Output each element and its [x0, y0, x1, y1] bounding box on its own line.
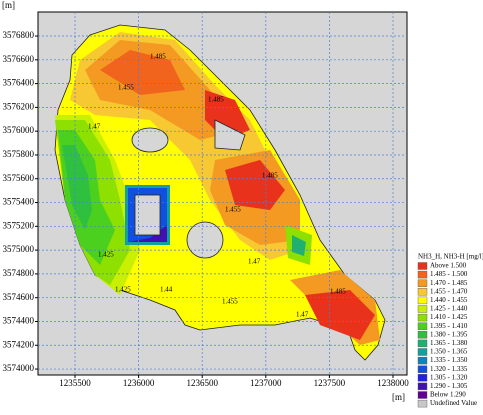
y-tick-label: 3576200	[3, 101, 35, 111]
hole	[186, 221, 224, 259]
contour-label: 1.47	[248, 258, 261, 266]
legend-label: 1.320 - 1.335	[430, 365, 468, 373]
x-tick-label: 1236500	[186, 378, 218, 388]
legend-swatch	[417, 348, 428, 356]
legend-label: 1.380 - 1.395	[430, 330, 468, 338]
legend-swatch	[417, 391, 428, 399]
y-tick-label: 3576800	[3, 30, 35, 40]
legend-label: 1.410 - 1.425	[430, 313, 468, 321]
x-axis-unit: [m]	[392, 392, 405, 402]
legend-title: NH3_H, NH3-H [mg/l]	[418, 253, 483, 261]
zone	[305, 290, 375, 340]
contour-label: 1.455	[222, 298, 238, 306]
y-tick-label: 3576600	[3, 54, 35, 64]
contour-label: 1.455	[225, 206, 241, 214]
zone	[128, 225, 167, 242]
hole	[134, 194, 161, 236]
legend-label: 1.395 - 1.410	[430, 322, 468, 330]
hole	[214, 119, 246, 151]
legend-swatch	[417, 270, 428, 279]
legend-swatch	[417, 374, 428, 382]
legend-swatch	[417, 399, 428, 408]
y-tick-label: 3575000	[3, 244, 35, 254]
legend-label: 1.425 - 1.440	[430, 305, 468, 313]
legend-swatch	[417, 296, 428, 305]
y-tick-label: 3575600	[3, 173, 35, 183]
legend-swatch	[417, 356, 428, 365]
legend-label: 1.440 - 1.455	[430, 296, 468, 304]
y-tick-label: 3575800	[3, 149, 35, 159]
y-axis-unit: [m]	[2, 0, 15, 10]
legend-label: 1.365 - 1.380	[430, 339, 468, 347]
contour-label: 1.455	[118, 84, 134, 92]
y-tick-label: 3574000	[3, 363, 35, 373]
x-tick-label: 1237500	[314, 378, 346, 388]
contour-label: 1.47	[88, 123, 101, 131]
legend-swatch	[417, 331, 428, 339]
contour-label: 1.485	[208, 96, 224, 104]
x-tick-label: 1238000	[377, 378, 409, 388]
contour-label: 1.485	[150, 53, 166, 61]
legend-label: 1.305 - 1.320	[430, 373, 468, 381]
contour-labels: 1.485 1.455 1.47 1.485 1.485 1.455 1.425…	[88, 53, 346, 319]
y-tick-label: 3574400	[3, 316, 35, 326]
y-tick-label: 3574200	[3, 339, 35, 349]
legend-swatch	[417, 322, 428, 330]
y-tick-label: 3575200	[3, 220, 35, 230]
zone	[292, 235, 306, 256]
contour-label: 1.425	[98, 251, 114, 259]
x-tick-label: 1236000	[123, 378, 155, 388]
legend-label: 1.455 - 1.470	[430, 287, 468, 295]
legend-label: 1.350 - 1.365	[430, 348, 468, 356]
y-tick-label: 3576000	[3, 125, 35, 135]
zone	[62, 145, 92, 230]
contour-label: 1.44	[160, 286, 173, 294]
legend-label: Undefined Value	[430, 399, 477, 407]
zone	[225, 160, 285, 210]
legend-swatch	[417, 365, 428, 373]
legend-swatch	[417, 382, 428, 391]
legend-label: 1.290 - 1.305	[430, 382, 468, 390]
contour-label: 1.485	[330, 288, 346, 296]
legend-swatch	[417, 279, 428, 287]
hole	[131, 127, 169, 153]
y-tick-label: 3576400	[3, 78, 35, 88]
legend-swatch	[417, 305, 428, 313]
grid	[38, 12, 407, 375]
y-tick-label: 3574600	[3, 292, 35, 302]
legend-label: Above 1.500	[430, 262, 467, 270]
legend-swatch	[417, 313, 428, 322]
x-tick-label: 1235500	[59, 378, 91, 388]
contour-label: 1.485	[262, 172, 278, 180]
contour-label: 1.425	[115, 286, 131, 294]
legend-label: Below 1.290	[430, 391, 466, 399]
legend-swatch	[417, 339, 428, 348]
legend-label: 1.335 - 1.350	[430, 356, 468, 364]
legend-label: 1.485 - 1.500	[430, 270, 468, 278]
contour-label: 1.47	[296, 311, 309, 319]
legend-swatch	[417, 262, 428, 270]
legend-swatch	[417, 288, 428, 296]
y-tick-label: 3574800	[3, 268, 35, 278]
x-tick-label: 1237000	[250, 378, 282, 388]
y-tick-label: 3575400	[3, 197, 35, 207]
legend-label: 1.470 - 1.485	[430, 279, 468, 287]
